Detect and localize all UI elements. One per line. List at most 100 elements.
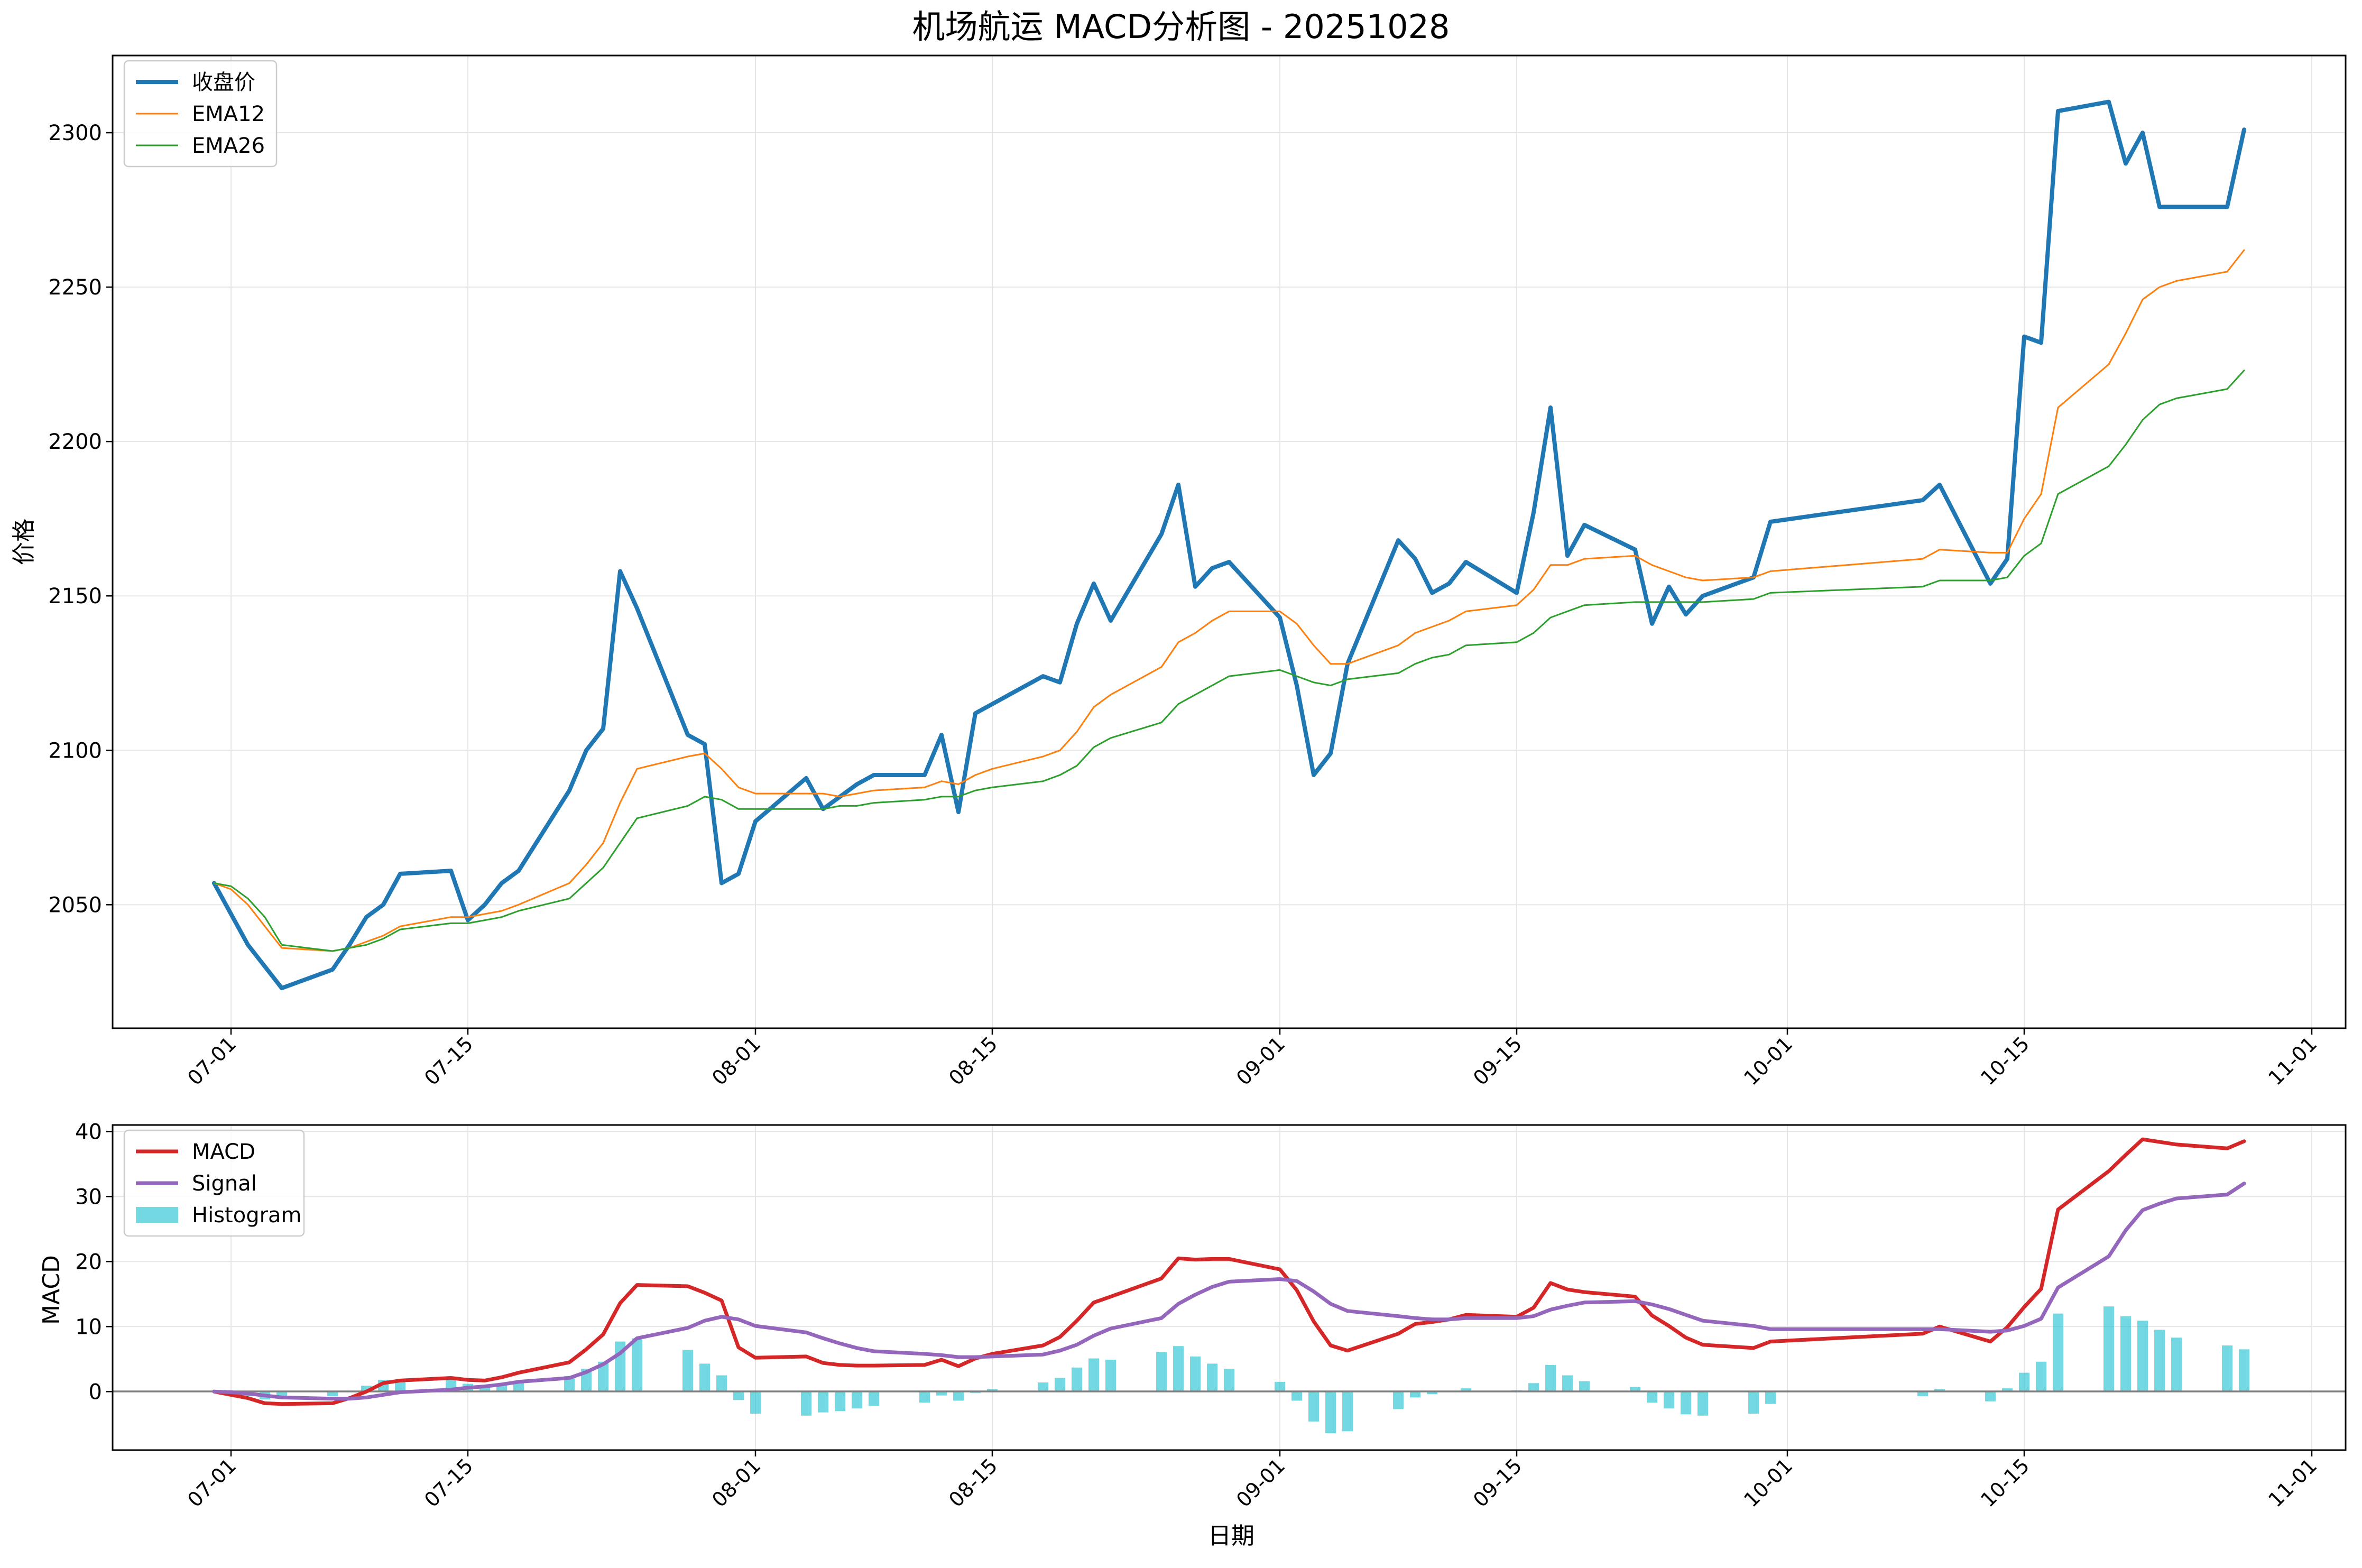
macd-lines — [212, 1137, 2246, 1406]
macd-y-tick-label: 40 — [75, 1120, 102, 1144]
macd-y-tick-label: 10 — [75, 1315, 102, 1339]
price-legend-label: EMA12 — [192, 102, 265, 126]
histogram-bar — [1325, 1391, 1336, 1434]
histogram-bar — [1748, 1391, 1759, 1414]
macd-x-tick-label: 11-01 — [2264, 1454, 2321, 1511]
histogram-bar — [1528, 1383, 1539, 1392]
macd-grid — [113, 1125, 2346, 1450]
macd-y-ticks: 0 10 20 30 40 — [75, 1120, 113, 1404]
histogram-bar — [2019, 1372, 2029, 1392]
histogram-bar — [479, 1386, 490, 1392]
histogram-bar — [835, 1391, 845, 1412]
price-y-tick-label: 2200 — [48, 430, 102, 454]
histogram-bar — [1224, 1369, 1234, 1392]
histogram-bar — [1275, 1381, 1285, 1392]
price-x-tick-label: 10-01 — [1739, 1032, 1797, 1090]
price-y-tick-label: 2050 — [48, 893, 102, 917]
histogram-bar — [1697, 1391, 1708, 1416]
macd-x-tick-label: 08-15 — [944, 1454, 1002, 1511]
price-legend: 收盘价 EMA12 EMA26 — [123, 60, 278, 168]
histogram-bar — [1647, 1391, 1657, 1403]
histogram-bar — [750, 1391, 761, 1414]
histogram-bar — [1088, 1358, 1099, 1392]
histogram-bar — [1545, 1364, 1556, 1392]
macd-legend-swatch — [136, 1207, 178, 1223]
price-x-tick-label: 08-01 — [707, 1032, 765, 1090]
histogram-bar — [852, 1391, 862, 1409]
histogram-bar — [953, 1391, 964, 1401]
histogram-bar — [1917, 1391, 1928, 1396]
histogram-bar — [2239, 1349, 2249, 1392]
histogram-bar — [1664, 1391, 1674, 1409]
histogram-bar — [801, 1391, 811, 1416]
price-y-tick-label: 2100 — [48, 739, 102, 763]
macd-x-tick-label: 08-01 — [707, 1454, 765, 1511]
histogram-bar — [1072, 1367, 1082, 1392]
macd-panel: 0 10 20 30 40 07-01 07-15 08-01 08-15 09-01 09-15… — [38, 1120, 2347, 1549]
histogram-bar — [1427, 1391, 1437, 1395]
price-x-ticks: 07-01 07-15 08-01 08-15 09-01 09-15 10-01 10-15… — [183, 1028, 2321, 1090]
histogram-bar — [699, 1363, 710, 1392]
macd-x-tick-label: 09-01 — [1232, 1454, 1289, 1511]
price-x-tick-label: 09-01 — [1232, 1032, 1289, 1090]
macd-y-tick-label: 0 — [89, 1380, 102, 1404]
macd-x-tick-label: 07-15 — [420, 1454, 477, 1511]
price-y-axis-label: 价格 — [11, 519, 38, 565]
histogram-bar — [361, 1386, 372, 1392]
price-legend-box — [123, 60, 278, 168]
histogram-bar — [1342, 1391, 1353, 1432]
histogram-bar — [818, 1391, 828, 1413]
macd-x-ticks: 07-01 07-15 08-01 08-15 09-01 09-15 10-01 10-15… — [183, 1450, 2321, 1511]
price-lines — [212, 99, 2246, 991]
macd-x-tick-label: 10-01 — [1739, 1454, 1797, 1511]
price-x-tick-label: 07-01 — [183, 1032, 241, 1090]
histogram-bar — [2137, 1321, 2148, 1392]
macd-x-tick-label: 10-15 — [1976, 1454, 2034, 1511]
histogram-bar — [2222, 1345, 2232, 1392]
price-series-line — [212, 99, 2246, 991]
price-legend-label: 收盘价 — [192, 70, 255, 95]
macd-legend-label: Signal — [192, 1172, 257, 1196]
macd-series-line — [212, 1182, 2246, 1401]
macd-legend: MACD Signal Histogram — [123, 1129, 305, 1237]
histogram-bar — [1207, 1363, 1217, 1392]
histogram-bar — [869, 1391, 879, 1406]
histogram-bar — [1681, 1391, 1691, 1415]
price-panel: 2050 2100 2150 2200 2250 2300 07-01 07-15 08-01… — [11, 54, 2347, 1090]
histogram-bar — [1291, 1391, 1302, 1401]
histogram-bar — [1765, 1391, 1776, 1404]
macd-legend-label: MACD — [192, 1140, 255, 1164]
price-legend-label: EMA26 — [192, 134, 265, 158]
price-x-tick-label: 09-15 — [1469, 1032, 1526, 1090]
histogram-bar — [1630, 1387, 1640, 1392]
histogram-bar — [598, 1361, 608, 1392]
macd-y-tick-label: 20 — [75, 1250, 102, 1274]
price-x-tick-label: 11-01 — [2264, 1032, 2321, 1090]
price-y-tick-label: 2250 — [48, 275, 102, 300]
price-x-tick-label: 08-15 — [944, 1032, 1002, 1090]
figure-title: 机场航运 MACD分析图 - 20251028 — [912, 7, 1450, 46]
price-x-tick-label: 07-15 — [420, 1032, 477, 1090]
histogram-bar — [2036, 1361, 2046, 1392]
price-plot-frame — [112, 54, 2347, 1029]
macd-series-line — [212, 1137, 2246, 1406]
macd-x-axis-label: 日期 — [1208, 1523, 1254, 1549]
histogram-bar — [632, 1338, 642, 1392]
histogram-bar — [2053, 1313, 2063, 1392]
histogram-bar — [1156, 1352, 1167, 1392]
histogram-bar — [1173, 1346, 1184, 1392]
macd-y-axis-label: MACD — [38, 1255, 65, 1325]
macd-y-tick-label: 30 — [75, 1185, 102, 1209]
histogram-bar — [987, 1389, 998, 1392]
histogram-bar — [2154, 1330, 2165, 1392]
histogram-bar — [1985, 1391, 1996, 1401]
price-y-tick-label: 2300 — [48, 121, 102, 145]
price-y-tick-label: 2150 — [48, 584, 102, 608]
macd-histogram-bars — [209, 1306, 2249, 1434]
histogram-bar — [936, 1391, 947, 1396]
histogram-bar — [2103, 1306, 2114, 1392]
histogram-bar — [327, 1391, 338, 1396]
histogram-bar — [716, 1375, 727, 1392]
macd-x-tick-label: 09-15 — [1469, 1454, 1526, 1511]
